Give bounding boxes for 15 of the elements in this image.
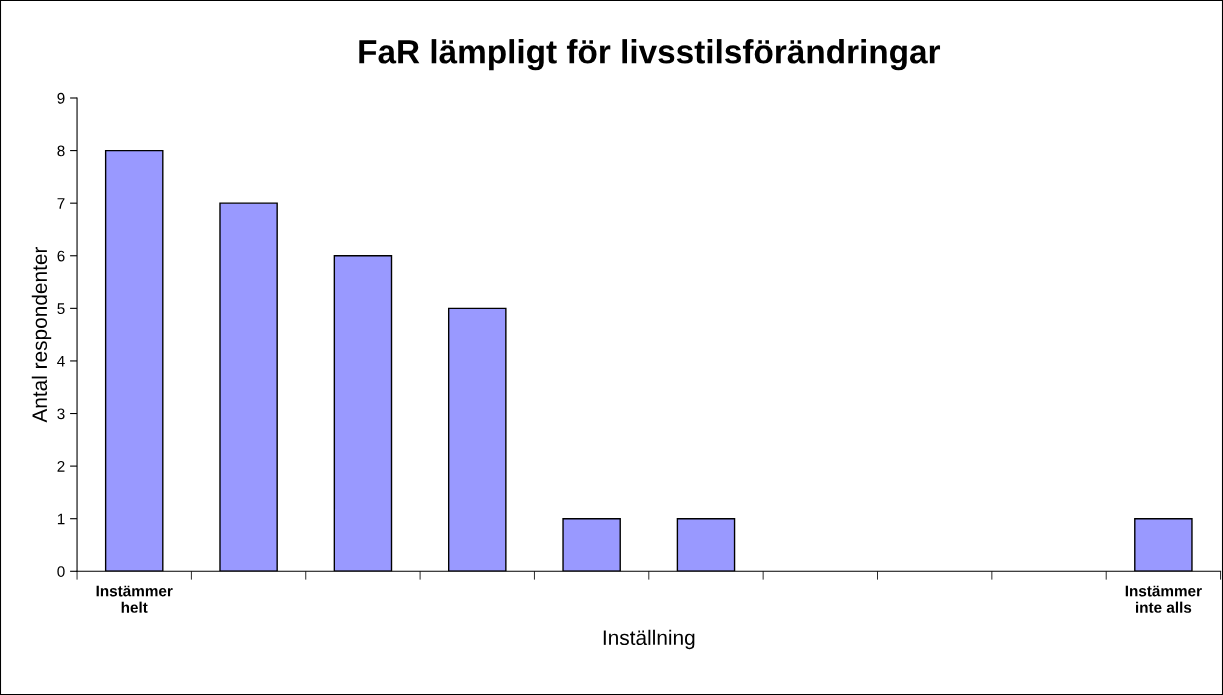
y-tick-label: 2 [57,460,65,472]
y-tick-label: 5 [57,303,65,315]
x-tick-label: Instämmer inte alls [1125,585,1202,613]
chart-title: FaR lämpligt för livsstilsförändringar [359,39,941,71]
y-tick-label: 7 [57,198,65,209]
y-tick-label: 0 [57,566,65,577]
y-tick-label: 1 [57,513,65,525]
y-tick-label: 4 [57,355,65,367]
y-tick-label: 6 [57,250,65,262]
y-tick-label: 3 [57,408,65,420]
y-axis-title: Antal respondenter [31,246,52,423]
y-tick-label: 8 [57,145,65,157]
y-tick-label: 9 [57,92,65,104]
x-tick-label: Instämmer helt [96,585,173,613]
x-axis-title: Inställning [603,629,695,650]
